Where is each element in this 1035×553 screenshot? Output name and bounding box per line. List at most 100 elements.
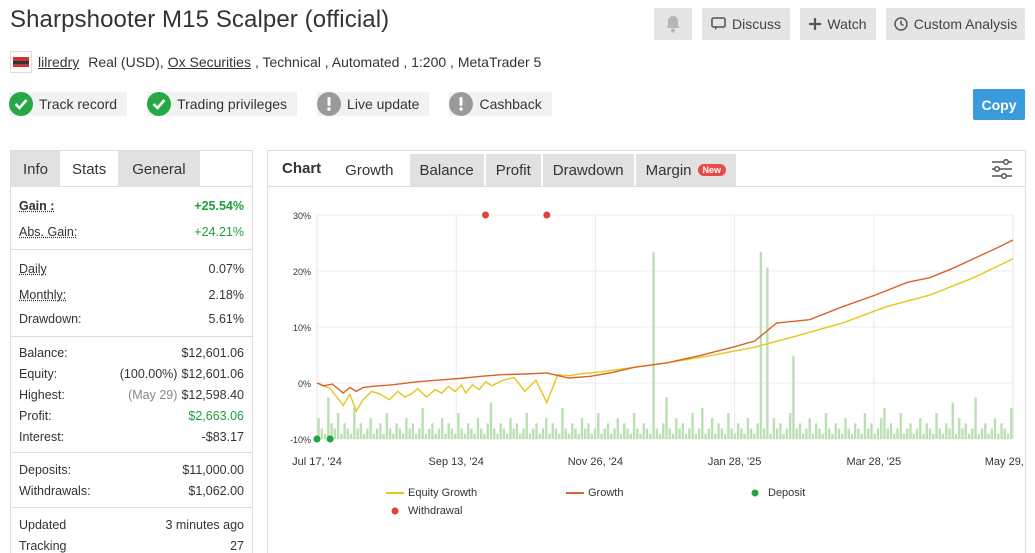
daily-bar [750, 429, 752, 439]
daily-bar [662, 423, 664, 439]
daily-bar [379, 423, 381, 439]
daily-bar [906, 429, 908, 439]
legend-growth[interactable]: Growth [566, 487, 623, 499]
discuss-button[interactable]: Discuss [702, 8, 790, 40]
stat-gain: Gain : +25.54% [19, 193, 244, 219]
clock-icon [894, 17, 908, 31]
daily-bar [516, 423, 518, 439]
badge-label: Cashback [479, 96, 541, 112]
daily-bar [955, 434, 957, 439]
daily-bar [1010, 408, 1012, 439]
daily-bar [1004, 429, 1006, 439]
custom-analysis-button[interactable]: Custom Analysis [886, 8, 1025, 40]
daily-bar [903, 434, 905, 439]
daily-bar [542, 429, 544, 439]
daily-bar [610, 434, 612, 439]
legend-deposit[interactable]: Deposit [750, 487, 805, 499]
daily-bar [594, 429, 596, 439]
chart-panel: Chart Growth Balance Profit Drawdown Mar… [267, 150, 1026, 553]
daily-bar [678, 429, 680, 439]
legend-equity[interactable]: Equity Growth [386, 487, 477, 499]
daily-bar [441, 418, 443, 439]
daily-bar [838, 429, 840, 439]
daily-bar [477, 418, 479, 439]
watch-button[interactable]: Watch [800, 8, 876, 40]
daily-bar [600, 434, 602, 439]
x-tick-label: Nov 26, '24 [568, 456, 623, 468]
daily-bar [532, 429, 534, 439]
stats-tabs: Info Stats General [11, 151, 252, 187]
daily-bar [656, 429, 658, 439]
daily-bar [926, 423, 928, 439]
tab-stats[interactable]: Stats [60, 151, 118, 187]
daily-bar [522, 429, 524, 439]
x-tick-label: Jan 28, '25 [708, 456, 761, 468]
tab-growth[interactable]: Growth [335, 154, 403, 186]
badge-label: Live update [347, 96, 419, 112]
daily-bar [659, 434, 661, 439]
daily-bar [457, 413, 459, 439]
daily-bar [474, 434, 476, 439]
gain-section: Gain : +25.54% Abs. Gain: +24.21% [11, 187, 252, 250]
tab-drawdown[interactable]: Drawdown [543, 154, 634, 186]
daily-bar [1007, 434, 1009, 439]
daily-bar [795, 429, 797, 439]
x-tick-label: Jul 17, '24 [292, 456, 342, 468]
daily-bar [399, 429, 401, 439]
daily-bar [607, 423, 609, 439]
daily-bar [447, 423, 449, 439]
tab-profit[interactable]: Profit [486, 154, 541, 186]
copy-button[interactable]: Copy [973, 89, 1025, 120]
badge-track-record[interactable]: Track record [9, 92, 127, 116]
y-tick-label: -10% [290, 435, 311, 445]
tab-chart[interactable]: Chart [268, 150, 333, 186]
badge-cashback[interactable]: Cashback [449, 92, 551, 116]
legend-withdrawal[interactable]: Withdrawal [390, 505, 462, 517]
notify-button[interactable] [654, 8, 692, 40]
chart-tabs: Chart Growth Balance Profit Drawdown Mar… [268, 151, 1025, 187]
daily-bar [513, 429, 515, 439]
daily-bar [490, 403, 492, 439]
stat-monthly: Monthly: 2.18% [19, 282, 244, 308]
daily-bar [909, 423, 911, 439]
daily-bar [769, 434, 771, 439]
daily-bar [948, 429, 950, 439]
daily-bar [714, 434, 716, 439]
daily-bar [698, 429, 700, 439]
daily-bar [753, 434, 755, 439]
daily-bar [617, 418, 619, 439]
daily-bar [350, 434, 352, 439]
settings-sliders-icon[interactable] [991, 159, 1013, 184]
daily-bar [958, 418, 960, 439]
daily-bar [984, 423, 986, 439]
daily-bar [987, 434, 989, 439]
daily-bar [578, 434, 580, 439]
stat-tracking: Tracking 27 [19, 535, 244, 553]
discuss-label: Discuss [732, 16, 781, 32]
daily-bar [786, 429, 788, 439]
exclamation-icon [449, 92, 473, 116]
badge-trading-privileges[interactable]: Trading privileges [147, 92, 297, 116]
badge-live-update[interactable]: Live update [317, 92, 429, 116]
tab-margin[interactable]: Margin New [636, 154, 736, 186]
daily-bar [503, 429, 505, 439]
daily-bar [545, 418, 547, 439]
tab-info[interactable]: Info [11, 151, 60, 187]
tab-balance[interactable]: Balance [410, 154, 484, 186]
daily-bar [519, 434, 521, 439]
daily-bar [789, 413, 791, 439]
daily-bar [509, 418, 511, 439]
deposit-marker [314, 436, 321, 443]
daily-bar [861, 434, 863, 439]
daily-bar [874, 434, 876, 439]
daily-bar [376, 429, 378, 439]
broker-link[interactable]: Ox Securities [168, 54, 251, 70]
user-link[interactable]: lilredry [38, 54, 79, 70]
stat-highest: Highest: (May 29) $12,598.40 [19, 384, 244, 405]
daily-bar [743, 434, 745, 439]
tab-general[interactable]: General [118, 151, 199, 187]
avatar[interactable] [10, 51, 32, 73]
daily-bar [747, 418, 749, 439]
daily-bar [922, 434, 924, 439]
check-icon [9, 92, 33, 116]
